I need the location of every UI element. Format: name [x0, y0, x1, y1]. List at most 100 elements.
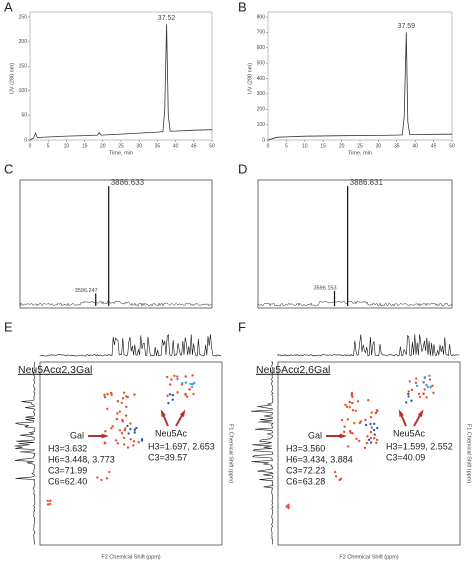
y-tick-label: 500 — [257, 60, 266, 66]
x-tick-label: 15 — [320, 143, 326, 149]
neu-annotation: Neu5Ac — [155, 428, 188, 438]
plot-frame — [257, 179, 453, 309]
x-tick-label: 10 — [64, 143, 70, 149]
cross-peak — [426, 385, 429, 389]
cross-peak — [173, 374, 176, 378]
f2-projection — [277, 334, 460, 357]
x-tick-label: 10 — [302, 143, 308, 149]
cross-peak — [363, 446, 367, 450]
panel-label: F — [238, 319, 246, 334]
panel-label: C — [4, 161, 13, 176]
cross-peak — [417, 392, 421, 396]
cross-peak — [342, 430, 346, 434]
y-tick-label: 100 — [19, 88, 28, 94]
cross-peak — [124, 427, 127, 430]
cross-peak — [126, 446, 130, 449]
cross-peak — [132, 440, 136, 443]
arrow-head — [101, 433, 109, 439]
cross-peak — [370, 411, 373, 414]
y-tick-label: 50 — [21, 113, 27, 119]
peak-label: 37.59 — [398, 23, 416, 30]
cross-peak — [373, 422, 376, 426]
y-axis-label: F1 Chemical Shift (ppm) — [228, 424, 234, 483]
x-tick-label: 45 — [191, 143, 197, 149]
cross-peak — [370, 426, 373, 429]
cross-peak — [110, 427, 113, 430]
y-tick-label: 250 — [19, 14, 28, 20]
cross-peak — [103, 393, 106, 397]
cross-peak — [116, 442, 120, 445]
x-tick-label: 25 — [357, 143, 363, 149]
cross-peak — [48, 502, 52, 506]
cross-peak — [369, 436, 373, 440]
x-tick-label: 30 — [376, 143, 382, 149]
cross-peak — [410, 399, 413, 402]
neu-annotation: C3=39.57 — [148, 452, 187, 462]
cross-peak — [121, 397, 125, 400]
x-axis-label: F2 Chemical Shift (ppm) — [101, 554, 160, 560]
cross-peak — [103, 395, 107, 399]
peak-label: 3886.633 — [111, 178, 145, 187]
f2-projection — [39, 333, 222, 357]
f1-projection — [251, 361, 274, 545]
cross-peak — [425, 383, 428, 387]
x-tick-label: 40 — [412, 143, 418, 149]
cross-peak — [133, 431, 136, 434]
x-tick-label: 15 — [82, 143, 88, 149]
cross-peak — [348, 406, 351, 409]
cross-peak — [118, 429, 122, 432]
panel-title: Neu5Acα2,3Gal — [18, 364, 92, 376]
cross-peak — [334, 475, 338, 478]
cross-peak — [287, 505, 290, 508]
gal-annotation: C3=72.23 — [286, 465, 325, 475]
y-tick-label: 0 — [262, 137, 265, 143]
cross-peak — [351, 401, 354, 405]
cross-peak — [110, 393, 113, 396]
y-tick-label: 700 — [257, 30, 266, 36]
cross-peak — [369, 415, 373, 419]
cross-peak — [339, 477, 343, 480]
x-tick-label: 40 — [173, 143, 179, 149]
cross-peak — [423, 376, 426, 379]
cross-peak — [347, 445, 350, 448]
cross-peak — [191, 374, 194, 377]
x-tick-label: 50 — [449, 143, 455, 149]
cross-peak — [176, 391, 179, 394]
arrow-head — [417, 409, 424, 417]
cross-peak — [126, 424, 129, 428]
cross-peak — [343, 425, 346, 428]
cross-peak — [191, 382, 194, 386]
x-tick-label: 25 — [118, 143, 124, 149]
y-tick-label: 600 — [257, 45, 266, 51]
neu-annotation: Neu5Ac — [393, 428, 426, 438]
cross-peak — [118, 410, 122, 413]
cross-peak — [192, 392, 195, 396]
cross-peak — [408, 380, 411, 383]
cross-peak — [415, 384, 419, 388]
panel-label: D — [238, 161, 247, 176]
cross-peak — [108, 470, 111, 474]
cross-peak — [49, 499, 52, 502]
cross-peak — [369, 430, 373, 434]
cross-peak — [104, 430, 107, 433]
x-tick-label: 50 — [209, 143, 215, 149]
cross-peak — [346, 418, 349, 421]
trace — [267, 32, 453, 141]
panel-label: E — [4, 319, 13, 334]
baseline-noise — [19, 300, 213, 307]
plot-frame — [29, 11, 213, 141]
y-tick-label: 200 — [19, 39, 28, 45]
cross-peak — [375, 441, 378, 445]
cross-peak — [340, 418, 344, 422]
peak-label: 3886.831 — [350, 178, 384, 187]
cross-peak — [344, 403, 347, 407]
cross-peak — [188, 388, 191, 391]
cross-peak — [96, 476, 99, 479]
cross-peak — [418, 395, 422, 399]
cross-peak — [351, 393, 354, 396]
cross-peak — [100, 478, 103, 482]
cross-peak — [414, 381, 418, 385]
cross-peak — [137, 441, 140, 444]
cross-peak — [422, 392, 425, 396]
